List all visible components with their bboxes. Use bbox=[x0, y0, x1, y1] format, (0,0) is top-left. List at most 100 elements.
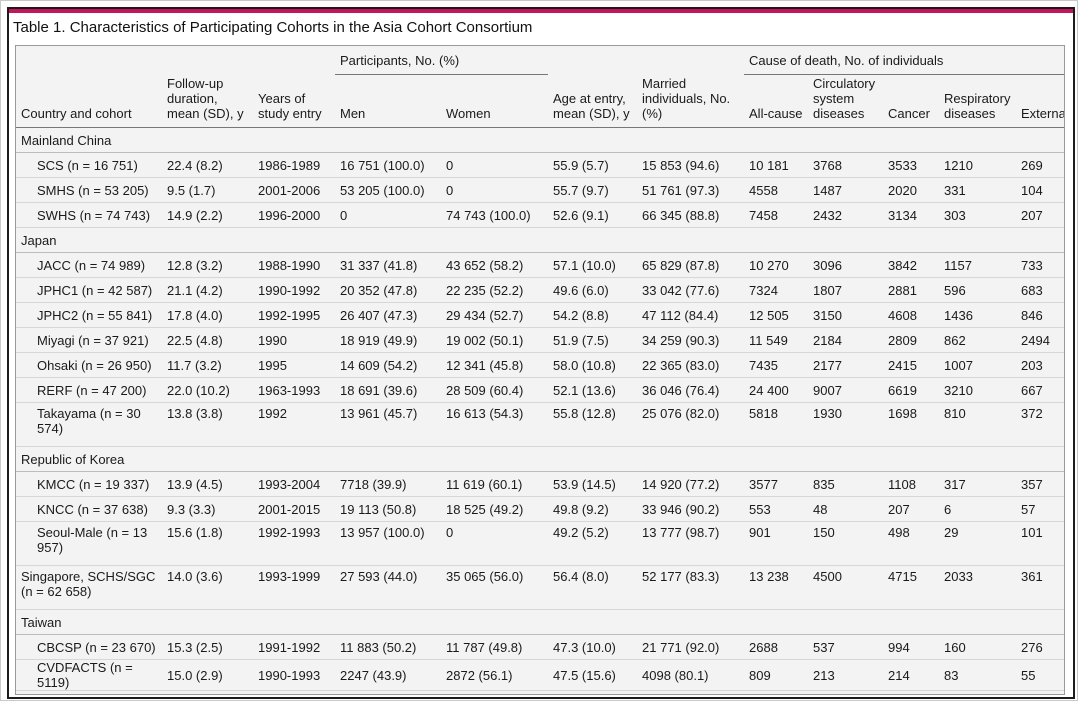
table-cell: 29 434 (52.7) bbox=[441, 302, 549, 328]
table-cell: 18 525 (49.2) bbox=[441, 496, 549, 522]
table-cell: 4098 (80.1) bbox=[637, 659, 745, 691]
table-cell: 52 177 (83.3) bbox=[637, 565, 745, 610]
table-cell: 2033 bbox=[939, 565, 1017, 610]
table-cell: 683 bbox=[1016, 277, 1064, 303]
table-cell: 11.7 (3.2) bbox=[162, 352, 253, 378]
table-cell: 14.9 (2.2) bbox=[162, 202, 253, 228]
table-cell: 207 bbox=[883, 496, 940, 522]
table-cell: 0 bbox=[441, 177, 549, 203]
column-header: Cancer bbox=[883, 74, 940, 128]
cohort-name-cell: Total (N = 623 140) bbox=[16, 690, 162, 694]
table-body: Mainland China SCS (n = 16 751) 22.4 (8.2)… bbox=[16, 127, 1064, 694]
section-label: Taiwan bbox=[16, 609, 1064, 635]
participants-group-header: Participants, No. (%) bbox=[335, 46, 549, 75]
table-cell: 994 bbox=[883, 634, 940, 660]
table-cell: 0 bbox=[335, 202, 441, 228]
table-cell: 55.9 (5.7) bbox=[548, 152, 638, 178]
table-cell: 14 609 (54.2) bbox=[335, 352, 441, 378]
table-cell: 5818 bbox=[744, 402, 809, 447]
table-cell: 57 bbox=[1016, 496, 1064, 522]
table-cell: 3096 bbox=[808, 252, 884, 278]
table-cell: 74 743 (100.0) bbox=[441, 202, 549, 228]
cohort-name-cell: Miyagi (n = 37 921) bbox=[16, 327, 162, 353]
table-cell: 47 112 (84.4) bbox=[637, 302, 745, 328]
table-cell: 1990-1992 bbox=[253, 277, 335, 303]
table-cell: 37 321 bbox=[808, 690, 884, 694]
table-row: Ohsaki (n = 26 950) 11.7 (3.2) 1995 14 609 … bbox=[16, 352, 1064, 378]
table-cell: 55 bbox=[1016, 659, 1064, 691]
table-cell: 1993-1999 bbox=[253, 565, 335, 610]
column-header: Country and cohort bbox=[16, 74, 162, 128]
table-cell: 15 853 (94.6) bbox=[637, 152, 745, 178]
column-header: Age at entry, mean (SD), y bbox=[548, 74, 638, 128]
table-cell: 12.8 (3.2) bbox=[162, 252, 253, 278]
table-cell: 207 bbox=[1016, 202, 1064, 228]
table-cell: 13 550 bbox=[939, 690, 1017, 694]
table-cell: 214 bbox=[883, 659, 940, 691]
table-cell: 7785 bbox=[1016, 690, 1064, 694]
table-cell: 296 743 (47.6) bbox=[335, 690, 441, 694]
cohort-name-cell: Singapore, SCHS/SGC (n = 62 658) bbox=[16, 565, 162, 610]
table-cell: 48 bbox=[808, 496, 884, 522]
cohort-name-cell: SMHS (n = 53 205) bbox=[16, 177, 162, 203]
column-header: Women bbox=[441, 74, 549, 128]
table-cell: 26 407 (47.3) bbox=[335, 302, 441, 328]
table-cell: 10 270 bbox=[744, 252, 809, 278]
table-cell: 13.8 (3.8) bbox=[162, 402, 253, 447]
table-cell: 213 bbox=[808, 659, 884, 691]
column-header: External bbox=[1016, 74, 1064, 128]
table-cell: 28 509 (60.4) bbox=[441, 377, 549, 403]
table-cell: 835 bbox=[808, 471, 884, 497]
column-header: Circulatory system diseases bbox=[808, 74, 884, 128]
table-cell: 10 181 bbox=[744, 152, 809, 178]
table-cell: 13.9 (4.5) bbox=[162, 471, 253, 497]
table-cell: 29 bbox=[939, 521, 1017, 566]
section-label: Mainland China bbox=[16, 127, 1064, 153]
table-cell: 361 bbox=[1016, 565, 1064, 610]
table-cell: 49.6 (6.0) bbox=[548, 277, 638, 303]
table-row: CBCSP (n = 23 670) 15.3 (2.5) 1991-1992 11 … bbox=[16, 634, 1064, 660]
table-cell: 1963-2015 bbox=[253, 690, 335, 694]
cohort-name-cell: JPHC2 (n = 55 841) bbox=[16, 302, 162, 328]
cohort-name-cell: KMCC (n = 19 337) bbox=[16, 471, 162, 497]
table-cell: 276 bbox=[1016, 634, 1064, 660]
column-header: All-cause bbox=[744, 74, 809, 128]
table-cell: 1992 bbox=[253, 402, 335, 447]
table-cell: 15.3 (2.5) bbox=[162, 634, 253, 660]
table-cell: 1991-1992 bbox=[253, 634, 335, 660]
table-cell: 101 bbox=[1016, 521, 1064, 566]
table-cell: 357 bbox=[1016, 471, 1064, 497]
table-cell: 3533 bbox=[883, 152, 940, 178]
table-cell: 11 787 (49.8) bbox=[441, 634, 549, 660]
table-row: KNCC (n = 37 638) 9.3 (3.3) 2001-2015 19 11… bbox=[16, 496, 1064, 522]
table-cell: 33 946 (90.2) bbox=[637, 496, 745, 522]
table-cell: 1993-2004 bbox=[253, 471, 335, 497]
table-row: SMHS (n = 53 205) 9.5 (1.7) 2001-2006 53 20… bbox=[16, 177, 1064, 203]
table-cell: 3150 bbox=[808, 302, 884, 328]
table-row: SWHS (n = 74 743) 14.9 (2.2) 1996-2000 0 74 … bbox=[16, 202, 1064, 228]
cause-of-death-group-header: Cause of death, No. of individuals bbox=[744, 46, 1064, 75]
column-header: Respiratory diseases bbox=[939, 74, 1017, 128]
table-cell: 13 777 (98.7) bbox=[637, 521, 745, 566]
table-cell: 6 bbox=[939, 496, 1017, 522]
table-cell: 596 bbox=[939, 277, 1017, 303]
table-cell: 21 771 (92.0) bbox=[637, 634, 745, 660]
table-cell: 104 bbox=[1016, 177, 1064, 203]
table-cell: 1992-1993 bbox=[253, 521, 335, 566]
table-row: JACC (n = 74 989) 12.8 (3.2) 1988-1990 31 3… bbox=[16, 252, 1064, 278]
table-title: Table 1. Characteristics of Participatin… bbox=[13, 19, 533, 36]
table-cell: 4558 bbox=[744, 177, 809, 203]
table-row: KMCC (n = 19 337) 13.9 (4.5) 1993-2004 7718… bbox=[16, 471, 1064, 497]
table-cell: 2001-2015 bbox=[253, 496, 335, 522]
table-cell: 1995 bbox=[253, 352, 335, 378]
group-header-row: Participants, No. (%) Cause of death, No… bbox=[16, 46, 1064, 75]
section-row: Taiwan bbox=[16, 609, 1064, 635]
total-row: Total (N = 623 140)15.5 (6.1)1963-201529… bbox=[16, 690, 1064, 694]
table-cell: 47.3 (10.0) bbox=[548, 634, 638, 660]
table-cell: 4608 bbox=[883, 302, 940, 328]
section-row: Mainland China bbox=[16, 127, 1064, 153]
table-cell: 2415 bbox=[883, 352, 940, 378]
table-cell: 14.0 (3.6) bbox=[162, 565, 253, 610]
table-cell: 2020 bbox=[883, 177, 940, 203]
